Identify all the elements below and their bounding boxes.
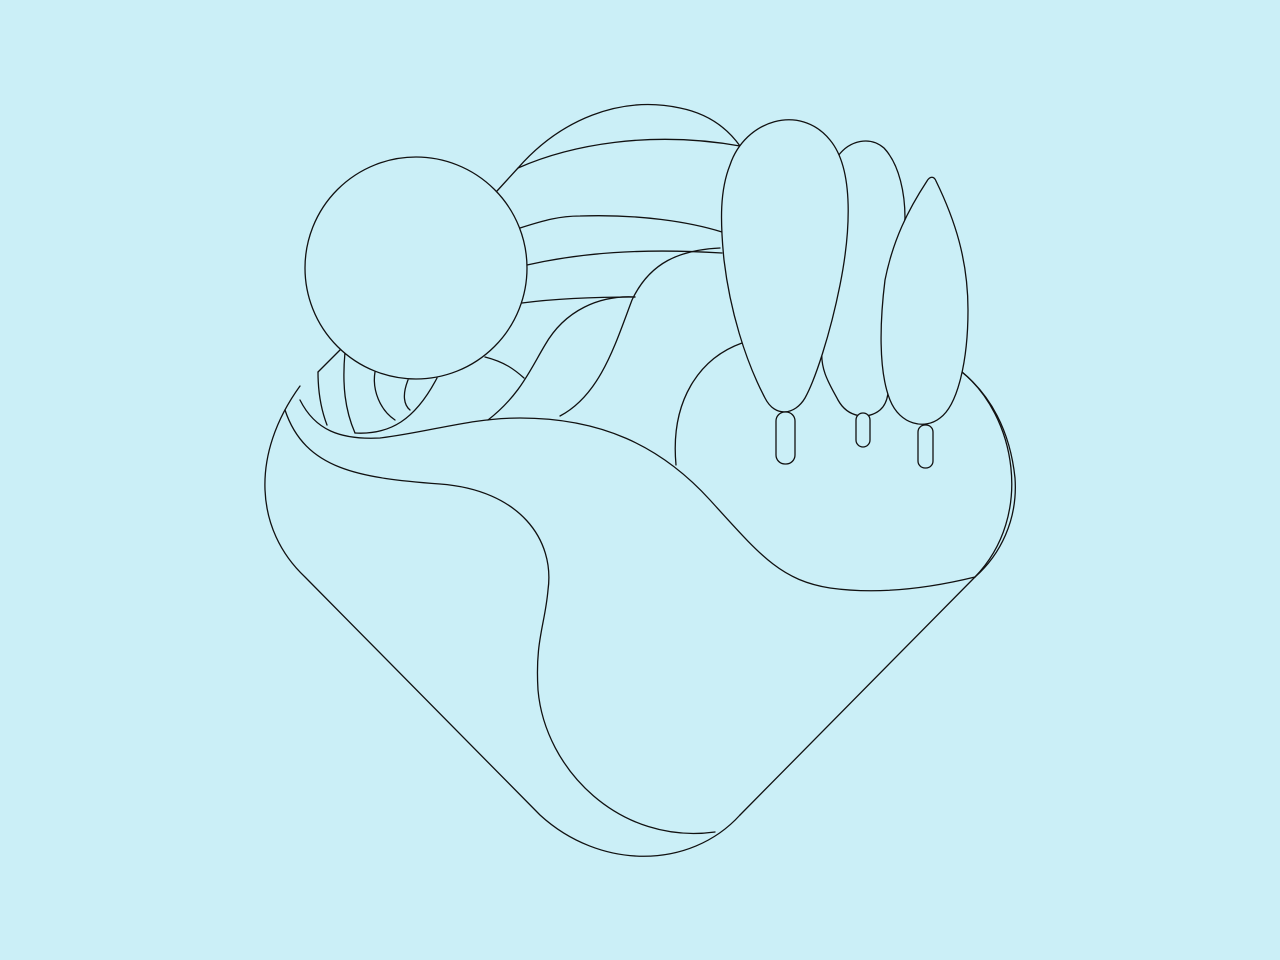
sun-ray-arc-3 xyxy=(343,351,356,434)
tree-small-trunk xyxy=(917,424,934,469)
sun-ray-arc-5 xyxy=(403,379,411,411)
tree-medium-trunk xyxy=(855,412,871,448)
right-hill-shoulder xyxy=(961,371,1016,578)
tree-small-canopy xyxy=(880,176,969,425)
right-back-hill xyxy=(674,342,743,466)
sun-ray-arc-2 xyxy=(317,371,328,426)
outline-group xyxy=(264,104,1016,857)
sun-beam-stripe-5 xyxy=(521,296,636,304)
tree-large-canopy xyxy=(720,119,849,413)
left-hill-lobe xyxy=(284,409,716,835)
middle-hill-ridge xyxy=(299,399,976,592)
sun-ray-arc-4 xyxy=(373,371,396,421)
wave-hill-2 xyxy=(559,247,721,417)
sun-ray-arc-1 xyxy=(317,349,341,373)
wave-hill-1 xyxy=(487,296,636,421)
sun-beam-stripe-3 xyxy=(519,215,723,233)
base-diamond-left-edge xyxy=(264,385,741,857)
tree-large-trunk xyxy=(775,411,796,465)
sun-ray-arc-7 xyxy=(484,356,525,379)
sun-ray-arc-6 xyxy=(354,377,438,434)
sun-circle xyxy=(304,156,528,380)
sun-beam-stripe-4 xyxy=(526,250,723,266)
sun-beam-stripe-1 xyxy=(496,138,741,192)
sun-beam-stripe-2 xyxy=(517,104,741,169)
